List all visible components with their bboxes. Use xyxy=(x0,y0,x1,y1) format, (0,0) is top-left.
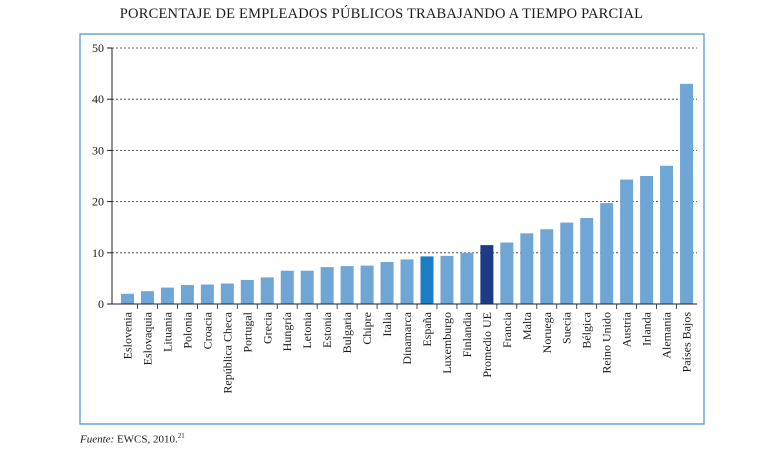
x-tick-label: Luxemburgo xyxy=(440,312,454,374)
x-tick-label: Letonia xyxy=(300,311,314,348)
bar xyxy=(540,229,554,304)
source-label: Fuente: xyxy=(80,433,115,446)
x-tick-label: Bulgaria xyxy=(340,311,354,353)
x-tick-label: Bélgica xyxy=(580,311,594,348)
bar xyxy=(121,293,134,304)
bar xyxy=(380,262,394,304)
bar xyxy=(460,252,474,304)
x-tick-label: Malta xyxy=(520,311,534,340)
bar xyxy=(580,217,594,304)
x-tick-label: Estonia xyxy=(320,311,334,348)
bar xyxy=(260,277,274,304)
y-tick-label: 10 xyxy=(92,246,104,260)
x-tick-label: Noruega xyxy=(540,311,554,353)
bar xyxy=(440,255,454,304)
bar xyxy=(160,287,174,304)
x-tick-label: Promedio UE xyxy=(480,312,494,378)
x-tick-label: Lituania xyxy=(160,311,174,352)
bar xyxy=(480,245,494,304)
bar xyxy=(660,165,674,304)
bar xyxy=(520,233,534,304)
y-tick-label: 50 xyxy=(92,41,104,55)
bar xyxy=(300,270,314,304)
bar xyxy=(680,83,694,304)
x-tick-label: Eslovaquia xyxy=(140,311,154,365)
x-tick-label: Finlandia xyxy=(460,311,474,357)
bar xyxy=(240,279,254,304)
bar xyxy=(400,259,414,304)
bar xyxy=(620,179,634,304)
bar xyxy=(360,265,374,304)
footnote-ref: 21 xyxy=(177,432,185,440)
x-tick-label: Chipre xyxy=(360,312,374,345)
x-tick-label: Hungría xyxy=(280,311,294,351)
x-tick-label: Francia xyxy=(500,311,514,348)
y-tick-labels: 0 10 20 30 40 50 xyxy=(92,41,104,311)
source-note: Fuente: EWCS, 2010.21 xyxy=(80,432,185,446)
bar xyxy=(280,270,294,304)
chart-title: PORCENTAJE DE EMPLEADOS PÚBLICOS TRABAJA… xyxy=(119,6,644,22)
x-tick-label: Irlanda xyxy=(640,311,654,346)
x-tick-label: Grecia xyxy=(260,311,274,344)
axes xyxy=(107,47,697,309)
bar xyxy=(640,176,654,304)
grid-lines xyxy=(112,47,697,254)
bar xyxy=(220,283,234,304)
bar xyxy=(180,285,194,304)
bar xyxy=(320,267,334,304)
x-tick-label: Alemania xyxy=(660,311,674,358)
bar xyxy=(500,242,514,304)
y-tick-label: 40 xyxy=(92,92,104,106)
bar xyxy=(560,222,574,304)
x-tick-label: Suecia xyxy=(560,311,574,344)
x-tick-label: Reino Unido xyxy=(600,312,614,374)
bars xyxy=(121,83,694,304)
x-tick-label: Portugal xyxy=(240,311,254,352)
y-tick-label: 0 xyxy=(98,297,104,311)
x-tick-label: Italia xyxy=(380,311,394,336)
x-tick-label: Polonia xyxy=(180,311,194,348)
bar xyxy=(140,291,154,304)
x-tick-label: República Checa xyxy=(220,311,234,393)
y-tick-label: 30 xyxy=(92,143,104,157)
chart-frame xyxy=(79,33,705,425)
x-tick-label: Países Bajos xyxy=(680,312,694,373)
x-tick-label: Austria xyxy=(620,311,634,347)
bar xyxy=(200,284,214,304)
bar xyxy=(420,256,434,304)
bar xyxy=(340,266,354,304)
x-tick-label: España xyxy=(420,311,434,346)
x-tick-label: Croacia xyxy=(200,311,214,349)
x-tick-label: Eslovenia xyxy=(121,311,135,359)
y-tick-label: 20 xyxy=(92,195,104,209)
bar-chart: 0 10 20 30 40 50 Eslovenia Eslovaquia Lituania P… xyxy=(79,33,705,425)
x-tick-labels: Eslovenia Eslovaquia Lituania Polonia Croaci… xyxy=(121,311,694,393)
bar xyxy=(600,203,614,304)
source-text: EWCS, 2010. xyxy=(114,433,178,446)
x-tick-label: Dinamarca xyxy=(400,311,414,364)
